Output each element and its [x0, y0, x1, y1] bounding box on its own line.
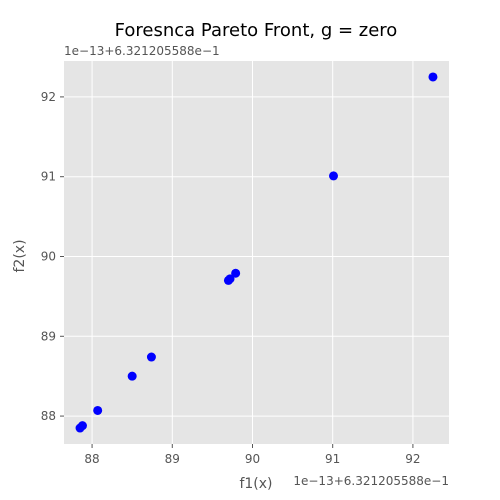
- x-tick-label: 90: [245, 452, 260, 466]
- y-tick-label: 90: [41, 249, 56, 263]
- grid-lines: [64, 61, 449, 444]
- data-point-5: [146, 352, 156, 362]
- y-tick-label: 91: [41, 170, 56, 184]
- data-point-3: [93, 405, 103, 415]
- plot-background: [64, 61, 449, 444]
- x-axis-offset-label: 1e−13+6.321205588e−1: [293, 474, 449, 488]
- data-point-2: [77, 421, 87, 431]
- x-tick-label: 92: [405, 452, 420, 466]
- data-point-4: [127, 371, 137, 381]
- x-tick-label: 89: [165, 452, 180, 466]
- data-point-7: [225, 274, 235, 284]
- y-tick-label: 89: [41, 329, 56, 343]
- data-point-9: [329, 171, 338, 181]
- data-point-8: [231, 268, 241, 278]
- x-tick-label: 91: [325, 452, 340, 466]
- y-axis-offset-label: 1e−13+6.321205588e−1: [64, 44, 220, 58]
- x-axis-label: f1(x): [239, 476, 272, 492]
- data-points: [75, 72, 438, 433]
- y-tick-label: 88: [41, 409, 56, 423]
- chart-title: Foresnca Pareto Front, g = zero: [115, 20, 398, 41]
- y-axis-label: f2(x): [12, 239, 28, 272]
- y-tick-label: 92: [41, 90, 56, 104]
- x-tick-label: 88: [84, 452, 99, 466]
- axis-ticks: 88 89 90 91 92 88 89 90 91 92: [41, 90, 421, 466]
- data-point-10: [428, 72, 438, 82]
